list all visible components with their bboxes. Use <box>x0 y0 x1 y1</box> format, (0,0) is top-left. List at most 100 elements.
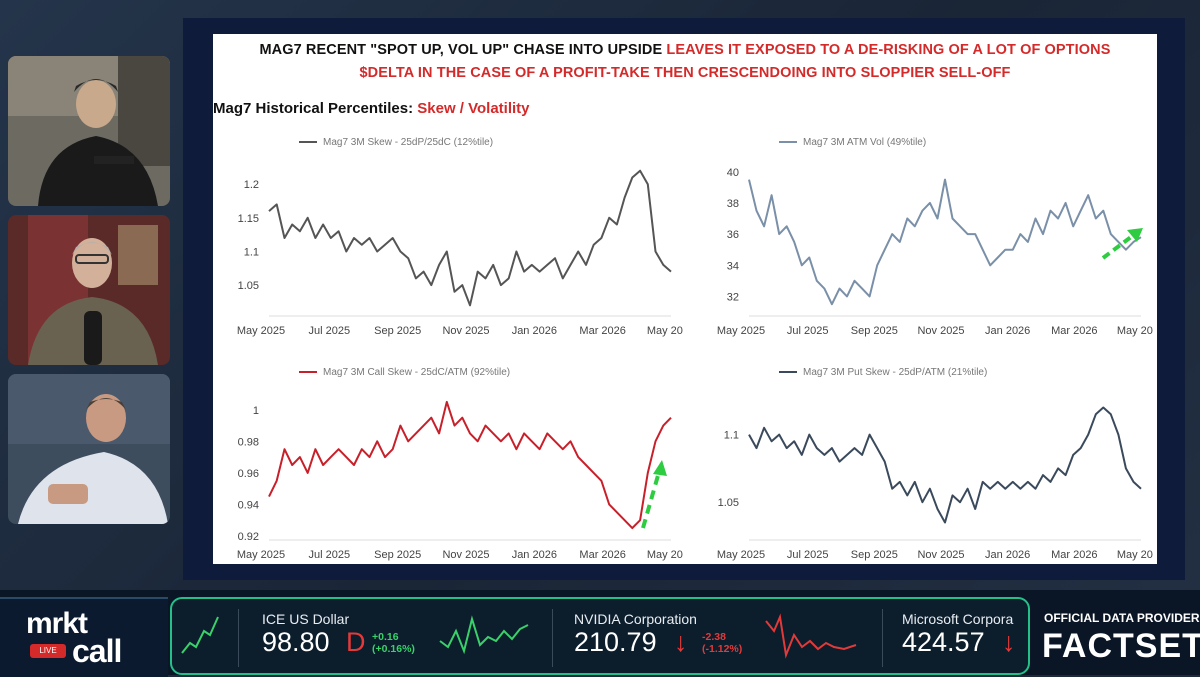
x-tick-label: Nov 2025 <box>442 549 489 561</box>
chart-call-skew: Mag7 3M Call Skew - 25dC/ATM (92%tile) 0.… <box>237 367 683 561</box>
x-tick-label: Nov 2025 <box>442 325 489 337</box>
ticker-sparkline-nvidia <box>765 613 857 659</box>
x-tick-label: Sep 2025 <box>374 549 421 561</box>
x-tick-label: May 2026 <box>1117 325 1153 337</box>
series-line <box>748 406 1142 524</box>
y-tick-label: 1.05 <box>718 497 739 509</box>
ticker-price-nvidia: 210.79 <box>574 627 657 657</box>
ticker-change-value: -2.38 <box>702 631 726 643</box>
y-tick-label: 1.05 <box>238 280 259 292</box>
provider-name: FACTSET <box>1042 627 1200 665</box>
y-tick-label: 1 <box>253 405 259 417</box>
y-tick-label: 0.92 <box>238 531 259 543</box>
legend-label: Mag7 3M ATM Vol (49%tile) <box>803 137 926 148</box>
y-tick-label: 0.94 <box>238 499 259 511</box>
ticker-change-pct: (-1.12%) <box>702 643 743 655</box>
ticker-change-pct: (+0.16%) <box>372 643 415 655</box>
x-tick-label: Jul 2025 <box>309 325 351 337</box>
y-tick-label: 40 <box>727 167 739 179</box>
ticker-separator <box>238 609 239 667</box>
y-tick-label: 0.98 <box>238 436 259 448</box>
green-arrowhead-icon <box>653 460 667 476</box>
series-line <box>268 169 672 307</box>
ticker-flag-microsoft: ↓ <box>1002 627 1016 657</box>
y-tick-label: 1.15 <box>238 213 259 225</box>
ticker-price-microsoft: 424.57 <box>902 627 985 657</box>
green-arrow-icon <box>641 471 661 529</box>
chart-skew: Mag7 3M Skew - 25dP/25dC (12%tile) 1.05 1.… <box>237 137 683 337</box>
x-tick-label: Jan 2026 <box>985 549 1030 561</box>
x-tick-label: Mar 2026 <box>1051 549 1097 561</box>
camera-feed-host-2 <box>8 215 170 365</box>
chart-put-skew: Mag7 3M Put Skew - 25dP/ATM (21%tile) 1.0… <box>717 367 1153 561</box>
y-tick-label: 0.96 <box>238 468 259 480</box>
x-tick-label: Sep 2025 <box>851 549 898 561</box>
x-tick-label: Jul 2025 <box>309 549 351 561</box>
chart-atm-vol: Mag7 3M ATM Vol (49%tile) 32 34 36 38 40 May 2… <box>717 137 1153 337</box>
ticker-sparkline-dollar <box>439 615 529 655</box>
x-tick-label: May 2025 <box>237 325 285 337</box>
ticker-name-microsoft: Microsoft Corpora <box>902 611 1014 627</box>
headline-black-part: MAG7 RECENT "SPOT UP, VOL UP" CHASE INTO… <box>259 42 667 58</box>
ticker-change-dollar: +0.16 (+0.16%) <box>372 631 415 655</box>
y-tick-label: 1.2 <box>244 179 259 191</box>
ticker-band: ICE US Dollar 98.80 D +0.16 (+0.16%) NVI… <box>170 597 1030 675</box>
x-tick-label: May 2025 <box>237 549 285 561</box>
x-tick-label: Sep 2025 <box>374 325 421 337</box>
x-tick-label: Jan 2026 <box>512 549 557 561</box>
headline-line-1: MAG7 RECENT "SPOT UP, VOL UP" CHASE INTO… <box>213 42 1157 58</box>
x-tick-label: May 2025 <box>717 549 765 561</box>
slide-subtitle: Mag7 Historical Percentiles: Skew / Vola… <box>213 100 530 117</box>
ticker-separator <box>882 609 883 667</box>
headline-line-2: $DELTA IN THE CASE OF A PROFIT-TAKE THEN… <box>359 65 1011 81</box>
x-tick-label: Nov 2025 <box>917 549 964 561</box>
camera-feed-host-1 <box>8 56 170 206</box>
y-tick-label: 1.1 <box>724 430 739 442</box>
y-tick-label: 36 <box>727 229 739 241</box>
y-tick-label: 1.1 <box>244 246 259 258</box>
ticker-name-nvidia: NVIDIA Corporation <box>574 611 697 627</box>
subtitle-red-part: Skew / Volatility <box>417 100 530 117</box>
x-tick-label: May 2026 <box>647 325 683 337</box>
ticker-sparkline-partial <box>181 616 219 654</box>
y-tick-label: 34 <box>727 260 739 272</box>
ticker-change-value: +0.16 <box>372 631 399 643</box>
provider-label: OFFICIAL DATA PROVIDER <box>1044 611 1200 625</box>
logo-bottom-text: call <box>72 633 122 669</box>
x-tick-label: Nov 2025 <box>917 325 964 337</box>
data-provider-badge: OFFICIAL DATA PROVIDER FACTSET <box>1030 597 1200 675</box>
y-tick-label: 32 <box>727 291 739 303</box>
ticker-name-dollar: ICE US Dollar <box>262 611 350 627</box>
x-tick-label: Jan 2026 <box>512 325 557 337</box>
green-arrowhead-icon <box>1127 228 1143 242</box>
y-tick-label: 38 <box>727 198 739 210</box>
headline-red-part: LEAVES IT EXPOSED TO A DE-RISKING OF A L… <box>666 42 1111 58</box>
x-tick-label: Sep 2025 <box>851 325 898 337</box>
legend-label: Mag7 3M Skew - 25dP/25dC (12%tile) <box>323 137 493 148</box>
x-tick-label: Jan 2026 <box>985 325 1030 337</box>
x-tick-label: May 2025 <box>717 325 765 337</box>
legend-label: Mag7 3M Put Skew - 25dP/ATM (21%tile) <box>803 367 987 378</box>
subtitle-black-part: Mag7 Historical Percentiles: <box>213 100 418 117</box>
series-line <box>268 400 672 530</box>
live-badge: LIVE <box>30 644 66 658</box>
ticker-flag-nvidia: ↓ <box>674 627 688 657</box>
legend-label: Mag7 3M Call Skew - 25dC/ATM (92%tile) <box>323 367 510 378</box>
series-line <box>748 178 1142 306</box>
x-tick-label: Jul 2025 <box>787 549 829 561</box>
ticker-price-dollar: 98.80 <box>262 627 330 657</box>
ticker-flag-dollar: D <box>346 627 366 657</box>
ticker-separator <box>552 609 553 667</box>
logo-top-text: mrkt <box>26 607 88 640</box>
ticker-change-nvidia: -2.38 (-1.12%) <box>702 631 742 655</box>
x-tick-label: Mar 2026 <box>579 325 625 337</box>
x-tick-label: Mar 2026 <box>1051 325 1097 337</box>
mrktcall-logo: mrkt call LIVE <box>0 597 168 677</box>
x-tick-label: Mar 2026 <box>579 549 625 561</box>
green-arrow-icon <box>1101 232 1137 260</box>
x-tick-label: Jul 2025 <box>787 325 829 337</box>
x-tick-label: May 2026 <box>647 549 683 561</box>
camera-feed-host-3 <box>8 374 170 524</box>
presentation-slide: MAG7 RECENT "SPOT UP, VOL UP" CHASE INTO… <box>213 34 1157 564</box>
x-tick-label: May 2026 <box>1117 549 1153 561</box>
